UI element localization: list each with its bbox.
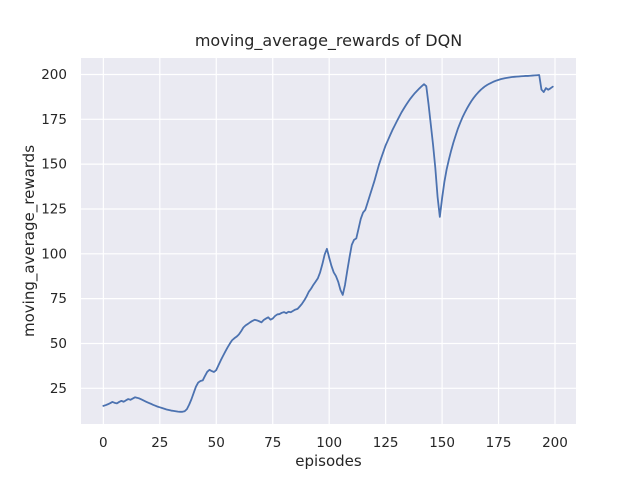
dqn-reward-line xyxy=(102,74,554,413)
x-tick-label-125: 125 xyxy=(373,435,399,451)
x-tick-label-150: 150 xyxy=(429,435,455,451)
plot-area xyxy=(81,58,576,424)
y-tick-label-100: 100 xyxy=(41,246,67,262)
y-tick-label-25: 25 xyxy=(50,381,67,397)
y-tick-labels: 25 50 75 100 125 150 175 200 xyxy=(41,67,67,397)
y-tick-label-150: 150 xyxy=(41,157,67,173)
y-tick-label-75: 75 xyxy=(50,291,67,307)
y-tick-label-125: 125 xyxy=(41,201,67,217)
y-tick-label-200: 200 xyxy=(41,67,67,83)
chart-title: moving_average_rewards of DQN xyxy=(195,31,462,51)
x-tick-label-50: 50 xyxy=(208,435,225,451)
x-axis-label: episodes xyxy=(295,452,362,470)
y-tick-label-50: 50 xyxy=(50,336,67,352)
y-tick-label-175: 175 xyxy=(41,112,67,128)
x-tick-label-75: 75 xyxy=(264,435,281,451)
x-tick-labels: 0 25 50 75 100 125 150 175 200 xyxy=(99,435,568,451)
x-tick-label-100: 100 xyxy=(316,435,342,451)
x-tick-label-200: 200 xyxy=(542,435,568,451)
x-tick-label-175: 175 xyxy=(486,435,512,451)
x-tick-label-0: 0 xyxy=(99,435,108,451)
y-axis-label: moving_average_rewards xyxy=(20,145,39,337)
x-tick-label-25: 25 xyxy=(151,435,168,451)
